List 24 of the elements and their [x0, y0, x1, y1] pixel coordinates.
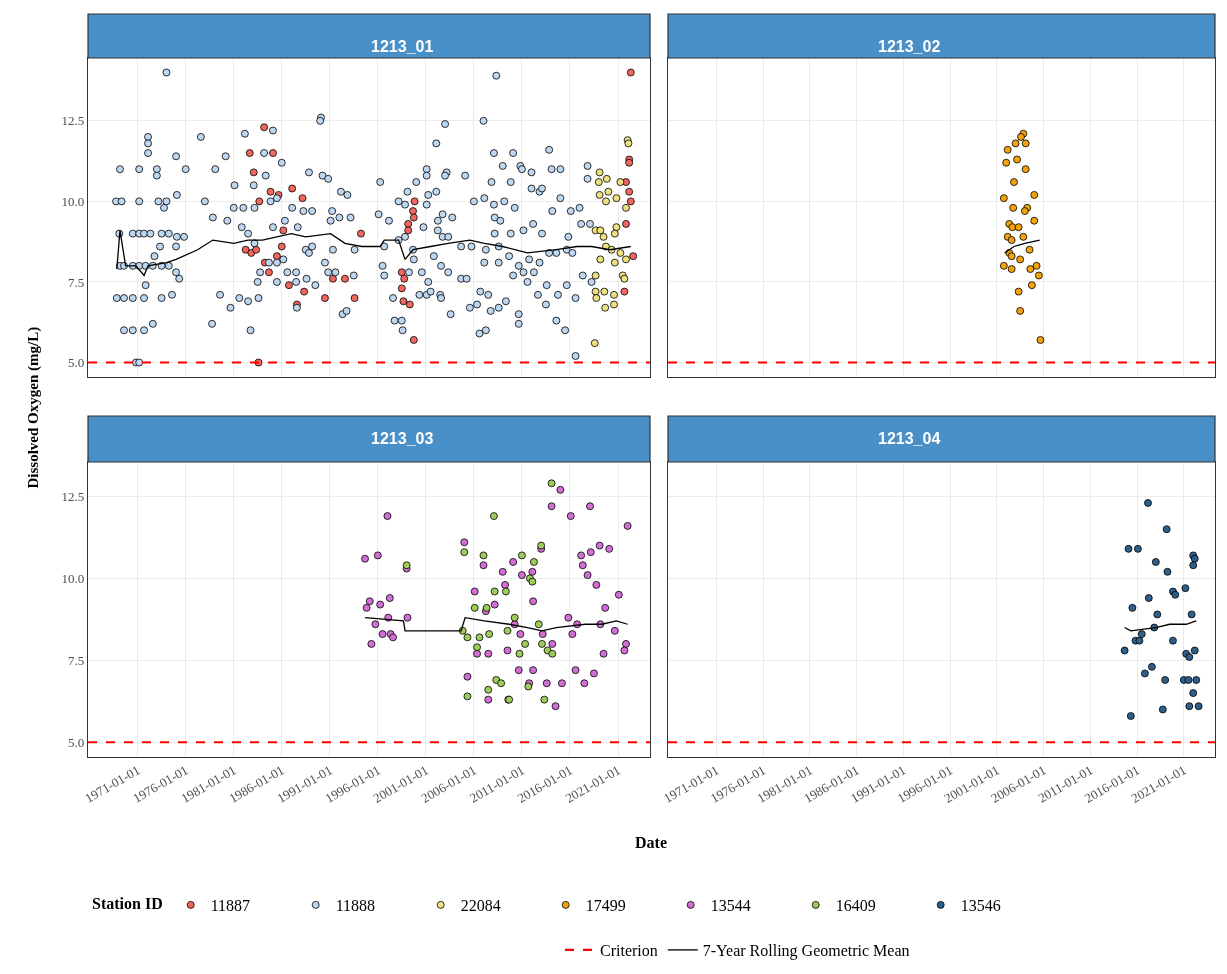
- legend-label: 16409: [835, 897, 876, 915]
- legend-label: 11888: [335, 897, 376, 915]
- chart-title: 1213_02: [878, 38, 941, 55]
- chart-title: 1213_01: [371, 38, 434, 55]
- x-axis-title: Date: [635, 834, 667, 851]
- y-tick-label: 10.0: [61, 570, 85, 586]
- y-tick-label: 7.5: [68, 652, 85, 668]
- legend-label: Criterion: [600, 942, 658, 960]
- y-tick-label: 5.0: [68, 734, 85, 750]
- legend-label: 7-Year Rolling Geometric Mean: [702, 942, 910, 961]
- legend-label: 22084: [460, 897, 501, 915]
- y-tick-label: 10.0: [61, 193, 85, 209]
- legend-label: 17499: [585, 897, 626, 915]
- legend-title: Station ID: [92, 894, 163, 912]
- legend-label: 13544: [710, 897, 751, 915]
- chart-title: 1213_04: [878, 430, 941, 447]
- y-tick-label: 5.0: [68, 355, 85, 371]
- legend-label: 13546: [960, 897, 1001, 915]
- y-tick-label: 7.5: [68, 274, 85, 290]
- y-tick-label: 12.5: [61, 113, 85, 129]
- legend-label: 11887: [210, 897, 251, 915]
- chart-title: 1213_03: [371, 430, 434, 447]
- y-tick-label: 12.5: [61, 488, 85, 504]
- y-axis-title: Dissolved Oxygen (mg/L): [24, 326, 42, 489]
